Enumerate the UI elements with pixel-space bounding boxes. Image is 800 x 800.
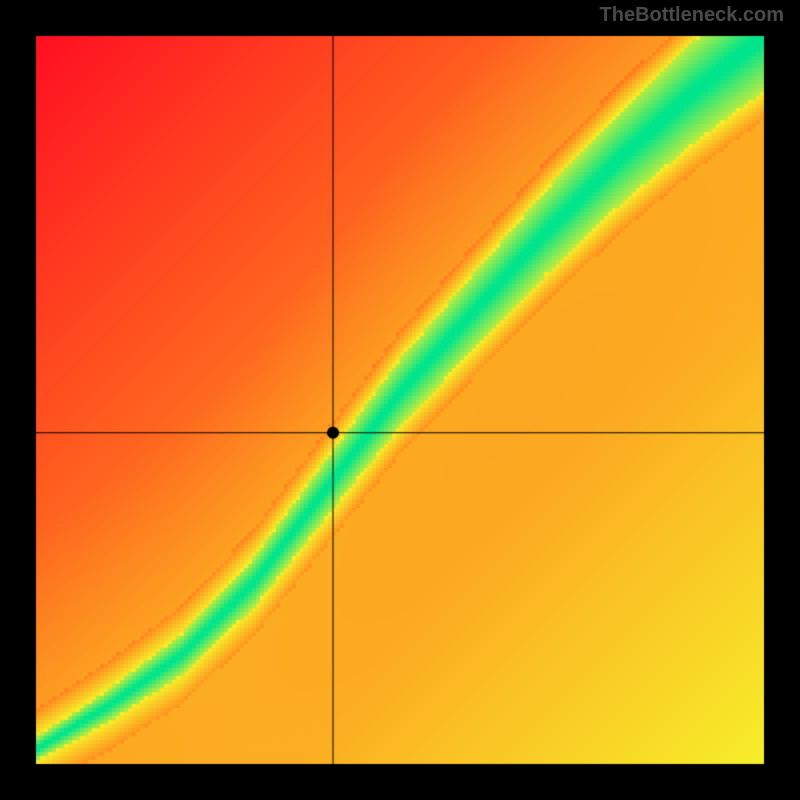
chart-container: TheBottleneck.com (0, 0, 800, 800)
watermark-text: TheBottleneck.com (600, 4, 784, 27)
heatmap-canvas (0, 0, 800, 800)
